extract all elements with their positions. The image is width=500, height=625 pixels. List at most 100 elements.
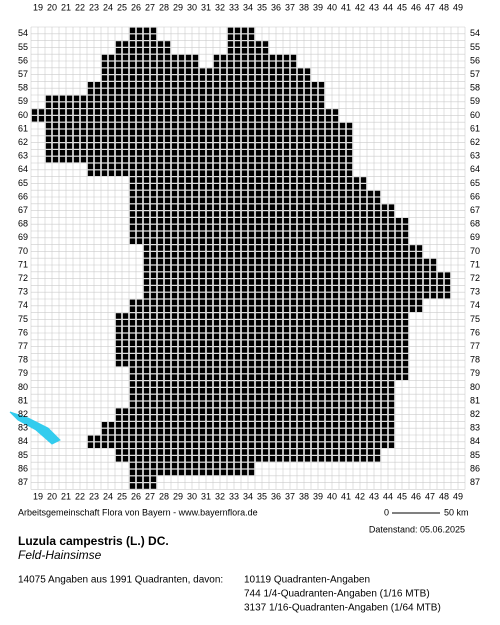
occurrence-square xyxy=(241,381,248,387)
occurrence-square xyxy=(185,95,192,102)
occurrence-square xyxy=(255,422,262,428)
occurrence-square xyxy=(290,122,297,129)
row-label: 86 xyxy=(18,463,28,473)
occurrence-square xyxy=(283,394,290,401)
occurrence-square xyxy=(192,184,199,190)
occurrence-square xyxy=(185,177,192,183)
occurrence-square xyxy=(241,163,248,170)
occurrence-square xyxy=(353,231,360,238)
occurrence-square xyxy=(206,75,213,81)
occurrence-square xyxy=(388,238,395,244)
occurrence-square xyxy=(108,150,115,156)
occurrence-square xyxy=(220,218,227,224)
occurrence-square xyxy=(255,231,262,238)
occurrence-square xyxy=(143,320,150,326)
occurrence-square xyxy=(45,156,52,163)
occurrence-square xyxy=(297,204,304,210)
occurrence-square xyxy=(346,320,353,326)
occurrence-square xyxy=(360,252,367,258)
occurrence-square xyxy=(248,82,255,88)
occurrence-square xyxy=(269,102,276,108)
occurrence-square xyxy=(241,218,248,224)
occurrence-square xyxy=(220,360,227,367)
occurrence-square xyxy=(346,313,353,319)
occurrence-square xyxy=(304,272,311,278)
occurrence-square xyxy=(304,68,311,74)
occurrence-square xyxy=(325,143,332,149)
occurrence-square xyxy=(241,469,248,476)
occurrence-square xyxy=(59,116,66,122)
occurrence-square xyxy=(178,462,185,469)
occurrence-square xyxy=(381,286,388,292)
occurrence-square xyxy=(220,347,227,353)
occurrence-square xyxy=(234,347,241,353)
occurrence-square xyxy=(115,449,122,455)
occurrence-square xyxy=(150,27,157,34)
occurrence-square xyxy=(129,388,136,394)
occurrence-square xyxy=(388,211,395,217)
occurrence-square xyxy=(220,95,227,102)
occurrence-square xyxy=(360,306,367,312)
occurrence-square xyxy=(297,163,304,170)
occurrence-square xyxy=(262,41,269,47)
occurrence-square xyxy=(395,367,402,374)
occurrence-square xyxy=(374,360,381,367)
occurrence-square xyxy=(283,279,290,285)
occurrence-square xyxy=(143,456,150,462)
occurrence-square xyxy=(248,163,255,170)
occurrence-square xyxy=(171,360,178,367)
occurrence-square xyxy=(199,428,206,435)
occurrence-square xyxy=(227,320,234,326)
occurrence-square xyxy=(227,428,234,435)
column-label: 33 xyxy=(229,2,239,12)
occurrence-square xyxy=(318,306,325,312)
occurrence-square xyxy=(402,326,409,333)
occurrence-square xyxy=(353,347,360,353)
occurrence-square xyxy=(192,102,199,108)
occurrence-square xyxy=(367,224,374,231)
row-label: 74 xyxy=(18,300,28,310)
occurrence-square xyxy=(227,211,234,217)
occurrence-square xyxy=(318,456,325,462)
occurrence-square xyxy=(367,292,374,299)
occurrence-square xyxy=(101,150,108,156)
occurrence-square xyxy=(150,347,157,353)
occurrence-square xyxy=(276,299,283,306)
occurrence-square xyxy=(332,150,339,156)
column-label: 47 xyxy=(425,491,435,501)
occurrence-square xyxy=(262,136,269,142)
occurrence-square xyxy=(353,354,360,360)
occurrence-square xyxy=(150,422,157,428)
occurrence-square xyxy=(304,258,311,265)
occurrence-square xyxy=(185,129,192,136)
occurrence-square xyxy=(325,381,332,387)
occurrence-square xyxy=(367,231,374,238)
occurrence-square xyxy=(248,401,255,408)
occurrence-square xyxy=(311,408,318,414)
occurrence-square xyxy=(192,326,199,333)
occurrence-square xyxy=(136,313,143,319)
occurrence-square xyxy=(164,435,171,442)
occurrence-square xyxy=(164,428,171,435)
occurrence-square xyxy=(206,252,213,258)
occurrence-square xyxy=(339,286,346,292)
occurrence-square xyxy=(381,408,388,414)
occurrence-square xyxy=(178,394,185,401)
occurrence-square xyxy=(304,408,311,414)
occurrence-square xyxy=(213,394,220,401)
occurrence-square xyxy=(157,245,164,251)
occurrence-square xyxy=(437,286,444,292)
occurrence-square xyxy=(241,102,248,108)
occurrence-square xyxy=(346,428,353,435)
occurrence-square xyxy=(143,388,150,394)
occurrence-square xyxy=(59,95,66,102)
occurrence-square xyxy=(206,218,213,224)
occurrence-square xyxy=(360,292,367,299)
column-label: 43 xyxy=(369,491,379,501)
occurrence-square xyxy=(178,422,185,428)
occurrence-square xyxy=(276,360,283,367)
occurrence-square xyxy=(150,211,157,217)
occurrence-square xyxy=(115,442,122,448)
occurrence-square xyxy=(199,150,206,156)
occurrence-square xyxy=(220,306,227,312)
